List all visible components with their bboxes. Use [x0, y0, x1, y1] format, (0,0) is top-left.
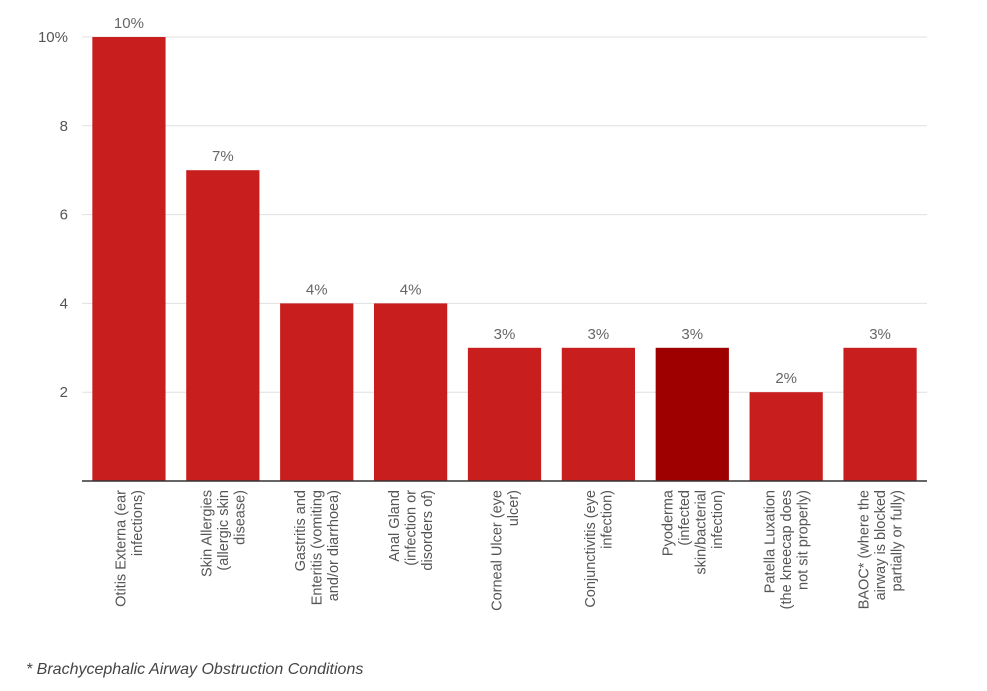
category-label: Gastritis and: [293, 490, 309, 571]
category-label: airway is blocked: [873, 490, 889, 600]
bar: [280, 303, 354, 481]
data-label: 4%: [306, 281, 328, 298]
bars: [92, 37, 917, 481]
category-label: (the kneecap does: [779, 490, 795, 609]
data-label: 3%: [588, 326, 610, 343]
category-label: not sit properly): [796, 490, 812, 590]
category-label: partially or fully): [890, 490, 906, 592]
category-label: disease): [232, 490, 248, 545]
bar: [843, 347, 917, 481]
category-label: Corneal Ulcer (eye: [489, 490, 505, 611]
category-label: infections): [130, 490, 146, 556]
category-label: skin/bacterial: [694, 490, 710, 575]
y-axis-ticks: 2 4 6 8 10%: [38, 29, 68, 401]
y-tick-label: 2: [60, 384, 68, 401]
category-label: ulcer): [506, 490, 522, 526]
data-label: 3%: [681, 326, 703, 343]
category-labels: Otitis Externa (ear infections) Skin Aller…: [114, 489, 906, 611]
data-label: 4%: [400, 281, 422, 298]
category-label: Patella Luxation: [763, 490, 779, 593]
bar: [467, 347, 542, 481]
bar: [186, 170, 260, 481]
data-labels: 10% 7% 4% 4% 3% 3% 3% 2% 3%: [114, 15, 891, 387]
category-label: Otitis Externa (ear: [114, 490, 130, 607]
category-label: disorders of): [420, 490, 436, 571]
data-label: 3%: [494, 326, 516, 343]
category-label: (infected: [677, 490, 693, 546]
category-label: infection): [710, 490, 726, 549]
data-label: 7%: [212, 148, 234, 165]
category-label: Anal Gland: [387, 490, 403, 562]
bar: [749, 392, 823, 481]
bar: [561, 347, 636, 481]
data-label: 3%: [869, 326, 891, 343]
category-label: (allergic skin: [216, 490, 232, 571]
category-label: infection): [600, 490, 616, 549]
category-label: Skin Allergies: [199, 490, 215, 577]
category-label: Conjunctivitis (eye: [583, 490, 599, 608]
y-tick-label: 4: [60, 295, 68, 312]
y-tick-label: 8: [60, 118, 68, 135]
bar: [92, 37, 166, 481]
y-tick-label: 10%: [38, 29, 68, 46]
category-label: Pyoderma: [661, 489, 677, 556]
bar: [655, 347, 729, 481]
data-label: 2%: [775, 370, 797, 387]
data-label: 10%: [114, 15, 144, 32]
category-label: and/or diarrhoea): [326, 490, 342, 601]
category-label: (infection or: [404, 490, 420, 566]
category-label: BAOC* (where the: [857, 490, 873, 609]
footnote: * Brachycephalic Airway Obstruction Cond…: [26, 661, 364, 678]
y-tick-label: 6: [60, 207, 68, 224]
category-label: Enteritis (vomiting: [310, 490, 326, 605]
bar: [373, 303, 448, 481]
